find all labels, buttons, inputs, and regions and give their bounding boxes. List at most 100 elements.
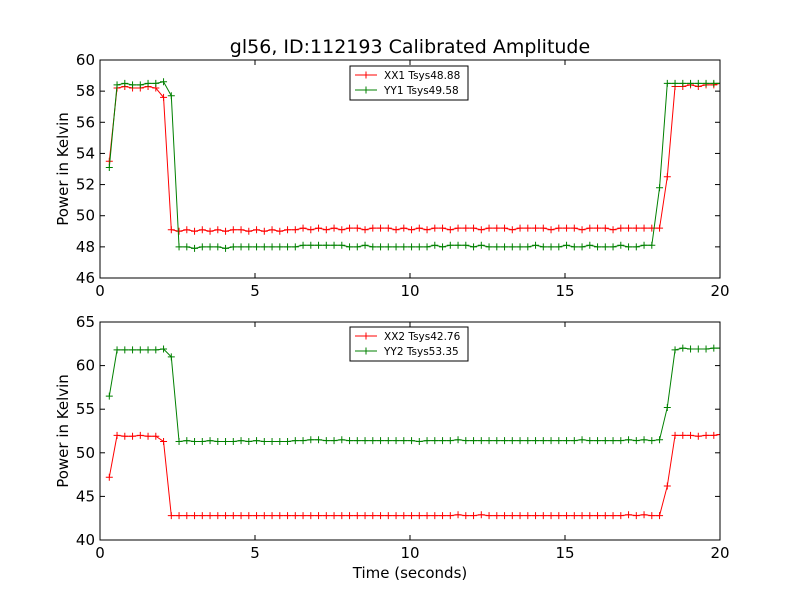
top-series-2-point: [656, 184, 664, 192]
top-series-1-point: [167, 226, 175, 234]
bottom-series-2-point: [493, 437, 501, 445]
top-series-2-point: [369, 243, 377, 251]
bottom-series-1-point: [609, 512, 617, 520]
bottom-series-1-point: [338, 512, 346, 520]
bottom-series-2-point: [121, 346, 129, 354]
top-series-1-point: [284, 226, 292, 234]
top-series-2-point: [129, 81, 137, 89]
top-series-1-point: [601, 224, 609, 232]
bottom-series-2-point: [268, 437, 276, 445]
top-series-1-point: [260, 227, 268, 235]
top-series-1-point: [501, 224, 509, 232]
bottom-series-1-point: [470, 512, 478, 520]
bottom-series-1-point: [253, 512, 261, 520]
bottom-series-2-point: [431, 437, 439, 445]
top-series-1-point: [384, 224, 392, 232]
top-series-2-point: [408, 243, 416, 251]
bottom-series-1-point: [191, 512, 199, 520]
top-series-1-point: [656, 224, 664, 232]
top-series-2-point: [516, 243, 524, 251]
top-series-2-point: [276, 243, 284, 251]
bottom-series-2-point: [415, 437, 423, 445]
top-series-2-point: [113, 81, 121, 89]
top-series-2-point: [175, 243, 183, 251]
top-series-2-point: [586, 241, 594, 249]
bottom-series-1-point: [563, 512, 571, 520]
bottom-series-2-point: [136, 346, 144, 354]
bottom-series-1-point: [299, 512, 307, 520]
bottom-series-1-point: [129, 432, 137, 440]
bottom-series-2-point: [253, 437, 261, 445]
top-series-1-point: [315, 224, 323, 232]
bottom-series-2-point: [206, 437, 214, 445]
bottom-series-1-point: [268, 512, 276, 520]
bottom-series-1: [105, 430, 720, 520]
bottom-xtick-label: 5: [250, 544, 260, 562]
bottom-series-2-point: [547, 437, 555, 445]
bottom-ytick-label: 55: [76, 400, 95, 418]
top-ytick-label: 58: [76, 82, 95, 100]
bottom-series-1-point: [377, 512, 385, 520]
bottom-series-2-point: [113, 346, 121, 354]
bottom-xtick-label: 0: [95, 544, 105, 562]
bottom-series-2-point: [710, 344, 718, 352]
top-legend-marker: [362, 71, 370, 79]
bottom-series-2-point: [361, 437, 369, 445]
bottom-series-1-point: [245, 512, 253, 520]
bottom-series-1-point: [439, 512, 447, 520]
top-legend-box: [349, 65, 469, 101]
top-series-1-point: [175, 227, 183, 235]
top-series-2-point: [625, 243, 633, 251]
bottom-series-1-point: [648, 512, 656, 520]
bottom-series-1-point: [532, 512, 540, 520]
bottom-series-2-point: [299, 437, 307, 445]
bottom-ytick-label: 65: [76, 313, 95, 331]
top-series-1-point: [330, 224, 338, 232]
bottom-series-2-point: [508, 437, 516, 445]
bottom-ytick-label: 40: [76, 531, 95, 549]
top-legend: XX1 Tsys48.88 YY1 Tsys49.58: [349, 65, 469, 101]
bottom-xtick-label: 10: [400, 544, 419, 562]
top-xtick-label: 0: [95, 282, 105, 300]
bottom-ytick-label: 50: [76, 444, 95, 462]
bottom-series-2-point: [679, 344, 687, 352]
bottom-series-2-point: [423, 437, 431, 445]
bottom-series-1-point: [555, 512, 563, 520]
bottom-series-1-point: [508, 512, 516, 520]
bottom-series-1-point: [183, 512, 191, 520]
bottom-series-2-point: [276, 437, 284, 445]
bottom-series-2-point: [532, 437, 540, 445]
top-series-1-point: [609, 226, 617, 234]
bottom-series-2-point: [601, 437, 609, 445]
top-series-1-point: [423, 226, 431, 234]
bottom-series-1-point: [446, 512, 454, 520]
bottom-series-2-point: [462, 437, 470, 445]
top-series-2-point: [446, 241, 454, 249]
top-series-1-point: [338, 226, 346, 234]
top-series-2-point: [191, 244, 199, 252]
bottom-series-2-point: [716, 344, 720, 352]
top-xtick-label: 20: [710, 282, 729, 300]
top-series-2-point: [632, 243, 640, 251]
bottom-series-2-point: [632, 437, 640, 445]
top-series-1-point: [477, 226, 485, 234]
bottom-series-2-point: [648, 437, 656, 445]
bottom-series-1-point: [539, 512, 547, 520]
bottom-series-2-point: [555, 437, 563, 445]
bottom-series-1-point: [361, 512, 369, 520]
bottom-series-1-point: [423, 512, 431, 520]
top-series-1-point: [547, 226, 555, 234]
top-series-1-point: [299, 224, 307, 232]
top-ytick-label: 50: [76, 207, 95, 225]
top-series-2-point: [245, 243, 253, 251]
bottom-series-1-point: [547, 512, 555, 520]
top-series-1-point: [408, 226, 416, 234]
top-ytick-label: 60: [76, 51, 95, 69]
bottom-series-2-point: [586, 437, 594, 445]
top-series-2-point: [121, 79, 129, 87]
top-series-1-point: [245, 227, 253, 235]
bottom-series-2-point: [229, 437, 237, 445]
bottom-series-1-point: [687, 431, 695, 439]
bottom-series-2-point: [105, 392, 113, 400]
top-series-2-point: [508, 243, 516, 251]
